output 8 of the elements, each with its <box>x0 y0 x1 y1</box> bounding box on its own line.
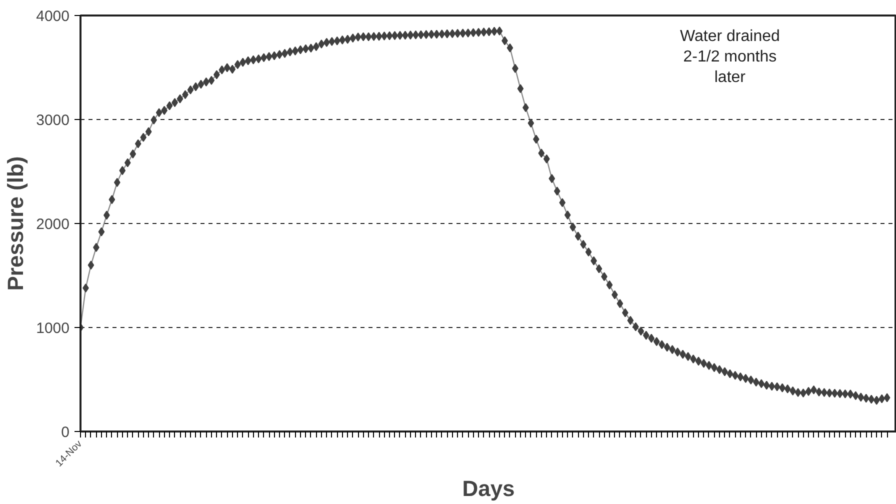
y-tick-label: 0 <box>61 424 70 441</box>
annotation: Water drained 2-1/2 months later <box>680 28 780 86</box>
y-axis-title: Pressure (lb) <box>3 156 28 291</box>
y-tick-label: 1000 <box>36 320 70 337</box>
y-tick-label: 3000 <box>36 112 70 129</box>
y-tick-label: 2000 <box>36 216 70 233</box>
x-axis-title: Days <box>462 476 515 502</box>
y-tick-label: 4000 <box>36 8 70 25</box>
